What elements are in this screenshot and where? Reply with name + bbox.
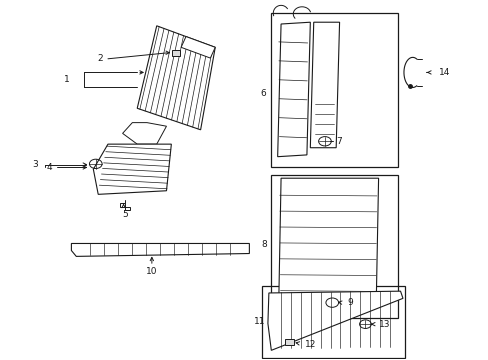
Polygon shape (71, 243, 249, 256)
Text: 12: 12 (305, 341, 316, 350)
Polygon shape (267, 291, 402, 350)
Text: 13: 13 (378, 320, 390, 329)
Text: 8: 8 (261, 240, 266, 249)
Text: 10: 10 (146, 267, 157, 276)
Text: 14: 14 (438, 68, 449, 77)
Polygon shape (181, 37, 215, 58)
Text: 3: 3 (32, 160, 38, 169)
Polygon shape (122, 123, 166, 144)
Text: 7: 7 (335, 137, 341, 146)
Bar (261, 286, 405, 357)
Polygon shape (278, 178, 378, 309)
Bar (282, 200, 297, 223)
Text: 5: 5 (122, 210, 128, 219)
Polygon shape (310, 22, 339, 148)
Text: 11: 11 (254, 317, 265, 326)
Bar (315, 51, 333, 83)
Text: 9: 9 (347, 298, 353, 307)
Bar (271, 175, 397, 318)
Text: 1: 1 (63, 75, 69, 84)
Polygon shape (120, 203, 130, 211)
Bar (283, 87, 304, 116)
Polygon shape (277, 22, 310, 157)
Bar (172, 50, 180, 55)
Text: 6: 6 (260, 89, 265, 98)
Bar (282, 51, 304, 72)
Polygon shape (137, 26, 215, 130)
Text: 2: 2 (98, 54, 103, 63)
Bar (271, 13, 397, 167)
Polygon shape (93, 144, 171, 194)
Bar (285, 339, 294, 345)
Text: 4: 4 (46, 163, 52, 172)
